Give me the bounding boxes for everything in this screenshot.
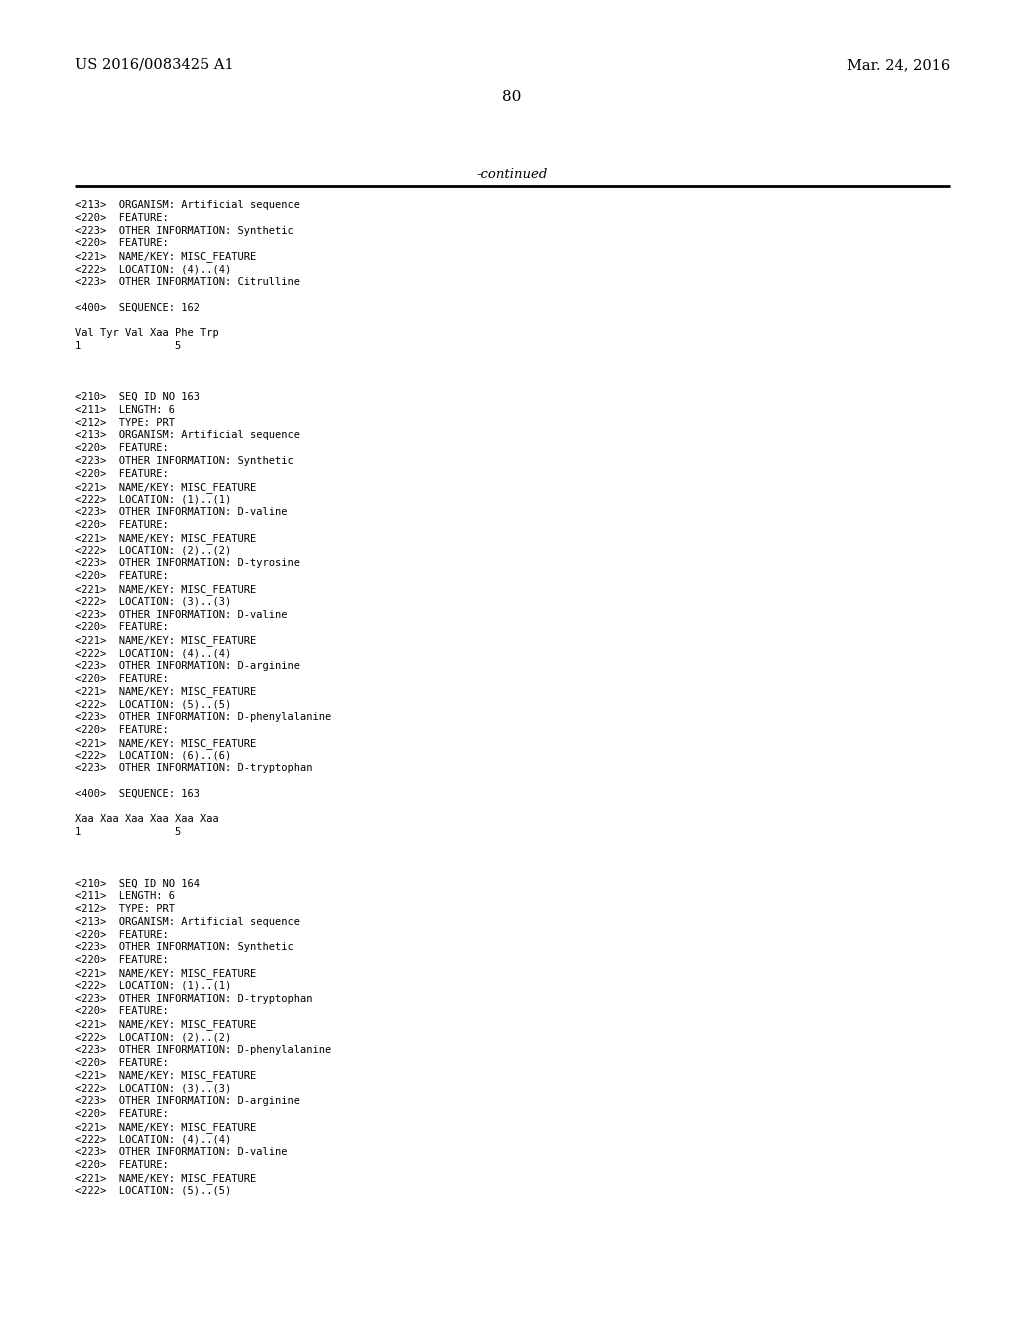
Text: <213>  ORGANISM: Artificial sequence: <213> ORGANISM: Artificial sequence [75, 430, 300, 441]
Text: <220>  FEATURE:: <220> FEATURE: [75, 572, 169, 581]
Text: <220>  FEATURE:: <220> FEATURE: [75, 1006, 169, 1016]
Text: <400>  SEQUENCE: 162: <400> SEQUENCE: 162 [75, 302, 200, 313]
Text: <221>  NAME/KEY: MISC_FEATURE: <221> NAME/KEY: MISC_FEATURE [75, 1071, 256, 1081]
Text: <223>  OTHER INFORMATION: D-valine: <223> OTHER INFORMATION: D-valine [75, 1147, 288, 1158]
Text: Val Tyr Val Xaa Phe Trp: Val Tyr Val Xaa Phe Trp [75, 327, 219, 338]
Text: <221>  NAME/KEY: MISC_FEATURE: <221> NAME/KEY: MISC_FEATURE [75, 1172, 256, 1184]
Text: 80: 80 [503, 90, 521, 104]
Text: <220>  FEATURE:: <220> FEATURE: [75, 1160, 169, 1170]
Text: <220>  FEATURE:: <220> FEATURE: [75, 673, 169, 684]
Text: <221>  NAME/KEY: MISC_FEATURE: <221> NAME/KEY: MISC_FEATURE [75, 686, 256, 697]
Text: <223>  OTHER INFORMATION: D-arginine: <223> OTHER INFORMATION: D-arginine [75, 661, 300, 671]
Text: <213>  ORGANISM: Artificial sequence: <213> ORGANISM: Artificial sequence [75, 201, 300, 210]
Text: <220>  FEATURE:: <220> FEATURE: [75, 520, 169, 531]
Text: <220>  FEATURE:: <220> FEATURE: [75, 1057, 169, 1068]
Text: <212>  TYPE: PRT: <212> TYPE: PRT [75, 417, 175, 428]
Text: <223>  OTHER INFORMATION: Synthetic: <223> OTHER INFORMATION: Synthetic [75, 226, 294, 235]
Text: <222>  LOCATION: (4)..(4): <222> LOCATION: (4)..(4) [75, 648, 231, 657]
Text: <222>  LOCATION: (5)..(5): <222> LOCATION: (5)..(5) [75, 1185, 231, 1196]
Text: <220>  FEATURE:: <220> FEATURE: [75, 623, 169, 632]
Text: <223>  OTHER INFORMATION: D-phenylalanine: <223> OTHER INFORMATION: D-phenylalanine [75, 1045, 331, 1055]
Text: 1               5: 1 5 [75, 341, 181, 351]
Text: <210>  SEQ ID NO 163: <210> SEQ ID NO 163 [75, 392, 200, 403]
Text: <222>  LOCATION: (3)..(3): <222> LOCATION: (3)..(3) [75, 1084, 231, 1093]
Text: <223>  OTHER INFORMATION: Citrulline: <223> OTHER INFORMATION: Citrulline [75, 277, 300, 286]
Text: <210>  SEQ ID NO 164: <210> SEQ ID NO 164 [75, 878, 200, 888]
Text: -continued: -continued [476, 168, 548, 181]
Text: <221>  NAME/KEY: MISC_FEATURE: <221> NAME/KEY: MISC_FEATURE [75, 482, 256, 492]
Text: <222>  LOCATION: (5)..(5): <222> LOCATION: (5)..(5) [75, 700, 231, 709]
Text: <222>  LOCATION: (4)..(4): <222> LOCATION: (4)..(4) [75, 1134, 231, 1144]
Text: <223>  OTHER INFORMATION: D-phenylalanine: <223> OTHER INFORMATION: D-phenylalanine [75, 711, 331, 722]
Text: <223>  OTHER INFORMATION: Synthetic: <223> OTHER INFORMATION: Synthetic [75, 942, 294, 953]
Text: Xaa Xaa Xaa Xaa Xaa Xaa: Xaa Xaa Xaa Xaa Xaa Xaa [75, 814, 219, 825]
Text: <220>  FEATURE:: <220> FEATURE: [75, 725, 169, 735]
Text: <223>  OTHER INFORMATION: D-tryptophan: <223> OTHER INFORMATION: D-tryptophan [75, 994, 312, 1003]
Text: <222>  LOCATION: (1)..(1): <222> LOCATION: (1)..(1) [75, 981, 231, 991]
Text: <220>  FEATURE:: <220> FEATURE: [75, 1109, 169, 1119]
Text: <222>  LOCATION: (1)..(1): <222> LOCATION: (1)..(1) [75, 495, 231, 504]
Text: <400>  SEQUENCE: 163: <400> SEQUENCE: 163 [75, 789, 200, 799]
Text: <221>  NAME/KEY: MISC_FEATURE: <221> NAME/KEY: MISC_FEATURE [75, 968, 256, 979]
Text: Mar. 24, 2016: Mar. 24, 2016 [847, 58, 950, 73]
Text: <222>  LOCATION: (2)..(2): <222> LOCATION: (2)..(2) [75, 1032, 231, 1041]
Text: <221>  NAME/KEY: MISC_FEATURE: <221> NAME/KEY: MISC_FEATURE [75, 738, 256, 748]
Text: <222>  LOCATION: (2)..(2): <222> LOCATION: (2)..(2) [75, 545, 231, 556]
Text: <223>  OTHER INFORMATION: D-arginine: <223> OTHER INFORMATION: D-arginine [75, 1096, 300, 1106]
Text: <220>  FEATURE:: <220> FEATURE: [75, 469, 169, 479]
Text: <221>  NAME/KEY: MISC_FEATURE: <221> NAME/KEY: MISC_FEATURE [75, 251, 256, 263]
Text: <221>  NAME/KEY: MISC_FEATURE: <221> NAME/KEY: MISC_FEATURE [75, 635, 256, 645]
Text: <220>  FEATURE:: <220> FEATURE: [75, 929, 169, 940]
Text: <221>  NAME/KEY: MISC_FEATURE: <221> NAME/KEY: MISC_FEATURE [75, 583, 256, 595]
Text: <221>  NAME/KEY: MISC_FEATURE: <221> NAME/KEY: MISC_FEATURE [75, 1122, 256, 1133]
Text: <222>  LOCATION: (3)..(3): <222> LOCATION: (3)..(3) [75, 597, 231, 607]
Text: <211>  LENGTH: 6: <211> LENGTH: 6 [75, 891, 175, 902]
Text: US 2016/0083425 A1: US 2016/0083425 A1 [75, 58, 233, 73]
Text: <222>  LOCATION: (6)..(6): <222> LOCATION: (6)..(6) [75, 750, 231, 760]
Text: <220>  FEATURE:: <220> FEATURE: [75, 213, 169, 223]
Text: 1               5: 1 5 [75, 828, 181, 837]
Text: <223>  OTHER INFORMATION: D-tryptophan: <223> OTHER INFORMATION: D-tryptophan [75, 763, 312, 774]
Text: <220>  FEATURE:: <220> FEATURE: [75, 239, 169, 248]
Text: <220>  FEATURE:: <220> FEATURE: [75, 444, 169, 453]
Text: <213>  ORGANISM: Artificial sequence: <213> ORGANISM: Artificial sequence [75, 917, 300, 927]
Text: <222>  LOCATION: (4)..(4): <222> LOCATION: (4)..(4) [75, 264, 231, 275]
Text: <223>  OTHER INFORMATION: D-valine: <223> OTHER INFORMATION: D-valine [75, 507, 288, 517]
Text: <211>  LENGTH: 6: <211> LENGTH: 6 [75, 405, 175, 414]
Text: <221>  NAME/KEY: MISC_FEATURE: <221> NAME/KEY: MISC_FEATURE [75, 533, 256, 544]
Text: <223>  OTHER INFORMATION: D-tyrosine: <223> OTHER INFORMATION: D-tyrosine [75, 558, 300, 569]
Text: <212>  TYPE: PRT: <212> TYPE: PRT [75, 904, 175, 913]
Text: <223>  OTHER INFORMATION: D-valine: <223> OTHER INFORMATION: D-valine [75, 610, 288, 619]
Text: <221>  NAME/KEY: MISC_FEATURE: <221> NAME/KEY: MISC_FEATURE [75, 1019, 256, 1030]
Text: <220>  FEATURE:: <220> FEATURE: [75, 956, 169, 965]
Text: <223>  OTHER INFORMATION: Synthetic: <223> OTHER INFORMATION: Synthetic [75, 455, 294, 466]
